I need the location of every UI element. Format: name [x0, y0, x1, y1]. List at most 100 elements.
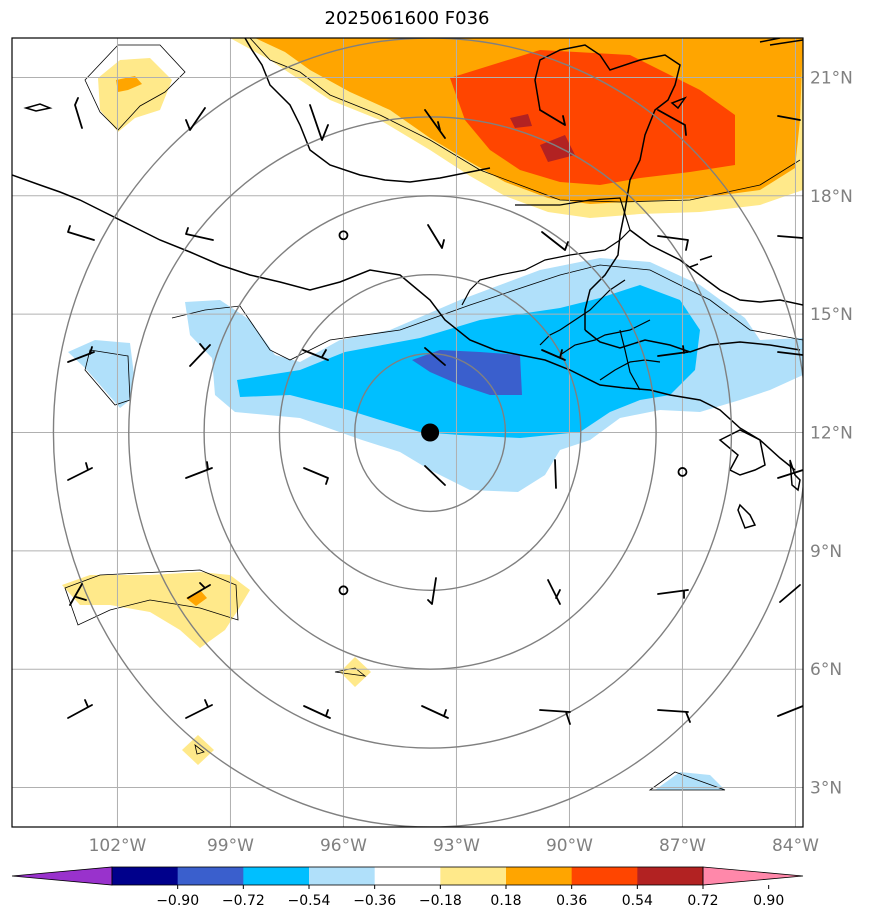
wind-barb [427, 224, 445, 249]
wind-barb [777, 351, 803, 356]
lon-tick-label: 90°W [546, 836, 593, 856]
range-ring [52, 38, 803, 827]
wind-barb [303, 705, 331, 719]
colorbar-swatch [112, 867, 179, 885]
lon-tick-label: 93°W [433, 836, 480, 856]
lon-tick-label: 96°W [320, 836, 367, 856]
latitude-labels: 3°N 6°N 9°N 12°N 15°N 18°N 21°N [810, 68, 853, 798]
positive-area-west-core [186, 590, 207, 606]
wind-barb [541, 231, 569, 251]
wind-barb [74, 97, 83, 129]
wind-barb [779, 584, 801, 603]
wind-barb [424, 109, 446, 139]
colorbar-tick-label: 0.54 [622, 893, 653, 909]
lon-tick-label: 87°W [659, 836, 706, 856]
wind-barb [69, 583, 87, 606]
colorbar-outline [111, 866, 704, 886]
colorbar-tick-label: 0.36 [556, 893, 587, 909]
wind-barb [185, 699, 213, 719]
wind-barb [777, 469, 803, 479]
colorbar-swatch [243, 867, 310, 885]
lon-tick-label: 84°W [772, 836, 819, 856]
positive-area-small-1 [340, 657, 371, 687]
grid-point-marker [338, 230, 349, 241]
wind-barb [67, 225, 95, 241]
wind-barb [657, 345, 689, 357]
wind-barb [303, 467, 329, 485]
gridlines [12, 38, 803, 827]
wind-barb [541, 349, 566, 361]
wind-barb [657, 109, 687, 136]
wind-barb [657, 235, 689, 251]
colorbar-swatch [177, 867, 244, 885]
lat-tick-label: 12°N [810, 424, 853, 444]
lat-tick-label: 21°N [810, 68, 853, 88]
wind-barb [539, 109, 566, 126]
coastlines [12, 38, 803, 529]
range-ring [354, 352, 507, 513]
range-ring [203, 195, 657, 670]
wind-barb [67, 699, 93, 719]
positive-area-north-max [450, 50, 735, 185]
lat-tick-label: 9°N [810, 542, 842, 562]
positive-area-north-peak2 [510, 114, 532, 128]
lon-tick-label: 102°W [89, 836, 147, 856]
wind-barb [185, 107, 206, 131]
wind-barb [427, 577, 437, 605]
colorbar-swatch [440, 867, 507, 885]
map-title: 2025061600 F036 [324, 8, 490, 29]
colorbar-tick-label: 0.72 [687, 893, 718, 909]
lat-tick-label: 15°N [810, 305, 853, 325]
storm-center-marker [421, 423, 440, 442]
wind-barb [67, 346, 95, 363]
colorbar-extend-high [702, 866, 804, 886]
lat-tick-label: 6°N [810, 660, 842, 680]
colorbar-swatch [506, 867, 573, 885]
lat-tick-label: 18°N [810, 187, 853, 207]
colorbar-swatch [374, 867, 441, 885]
markers [338, 230, 688, 596]
positive-area-west [62, 572, 250, 648]
colorbar-swatch [571, 867, 638, 885]
wind-barb [424, 347, 446, 366]
longitude-labels: 102°W 99°W 96°W 93°W 90°W 87°W 84°W [89, 836, 820, 856]
colorbar-swatch [637, 867, 704, 885]
wind-barb [309, 104, 329, 141]
wind-barb [424, 465, 446, 486]
colorbar-tick-label: −0.36 [353, 893, 396, 909]
range-ring [278, 274, 582, 592]
negative-area-south [655, 772, 725, 790]
wind-barb [554, 459, 557, 489]
grid-point-marker [338, 585, 349, 596]
positive-area-small-2 [182, 735, 214, 765]
wind-barbs [67, 97, 803, 725]
wind-barb [421, 705, 449, 719]
wind-barb [185, 227, 214, 241]
colorbar-tick-label: −0.72 [222, 893, 265, 909]
colorbar-extend-low [11, 866, 113, 886]
wind-barb [777, 705, 803, 717]
wind-barb [67, 462, 93, 481]
range-rings [52, 38, 803, 827]
wind-barb [777, 235, 803, 239]
shading-positive [62, 38, 803, 765]
wind-barb [777, 115, 801, 121]
colorbar-tick-label: −0.90 [156, 893, 199, 909]
colorbar-tick-label: −0.18 [419, 893, 462, 909]
shading-negative [68, 258, 803, 790]
lat-tick-label: 3°N [810, 779, 842, 799]
grid-point-marker [677, 467, 688, 477]
negative-area-west [68, 340, 134, 408]
contour-lines [64, 38, 803, 791]
wind-barb [657, 709, 691, 723]
colorbar-tick-label: 0.18 [490, 893, 521, 909]
wind-barb [547, 579, 561, 605]
wind-barb [302, 349, 329, 361]
positive-area-nw [98, 58, 172, 132]
positive-area-nw-core [116, 76, 142, 92]
wind-barb [187, 582, 211, 599]
colorbar-tick-label: 0.90 [753, 893, 784, 909]
wind-barb [539, 709, 571, 725]
lon-tick-label: 99°W [207, 836, 254, 856]
